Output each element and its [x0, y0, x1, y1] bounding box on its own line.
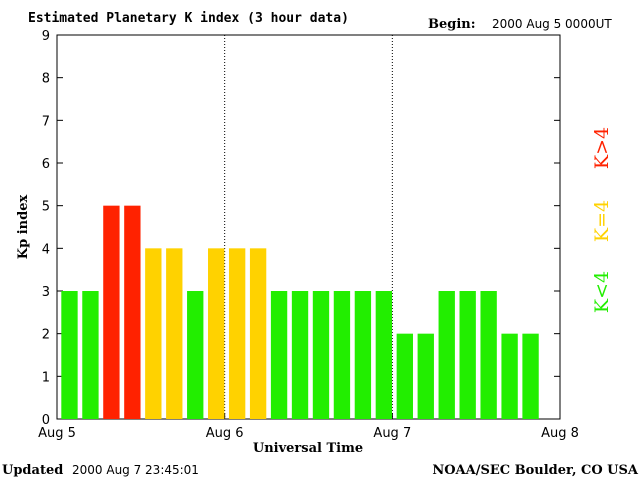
kp-bar	[354, 291, 372, 419]
source-credit: NOAA/SEC Boulder, CO USA	[432, 463, 639, 478]
kp-bar	[480, 291, 497, 419]
kp-bar	[270, 291, 288, 419]
legend-item-label: K=4	[591, 200, 613, 242]
x-axis-ticks: Aug 5 Aug 6 Aug 7 Aug 8	[38, 413, 579, 441]
day-separators	[224, 35, 393, 419]
kp-bar	[459, 291, 476, 419]
kp-bar	[375, 291, 393, 419]
y-tick-label: 3	[42, 285, 50, 300]
plot-frame	[56, 34, 561, 420]
y-tick-label: 4	[42, 242, 50, 257]
kp-bar	[333, 291, 351, 419]
x-tick-label: Aug 7	[373, 426, 411, 441]
kp-bar	[145, 248, 162, 419]
y-tick-label: 6	[42, 157, 50, 172]
x-tick-label: Aug 6	[206, 426, 244, 441]
kp-bar	[103, 205, 120, 419]
kp-bar	[312, 291, 330, 419]
y-axis-label: Kp index	[16, 195, 31, 260]
legend: K<4 K=4 K>4	[591, 127, 613, 313]
kp-bar	[228, 248, 246, 419]
kp-bar	[417, 333, 434, 419]
chart-title: Estimated Planetary K index (3 hour data…	[28, 11, 349, 26]
y-tick-label: 8	[42, 72, 50, 87]
y-tick-label: 0	[42, 413, 50, 428]
updated-label: Updated	[2, 463, 63, 478]
x-tick-label: Aug 8	[541, 426, 579, 441]
y-tick-label: 9	[42, 29, 50, 44]
kp-bar	[396, 333, 413, 419]
kp-bar	[61, 291, 78, 419]
kp-bar	[166, 248, 183, 419]
y-tick-label: 5	[42, 200, 50, 215]
legend-item-label: K<4	[591, 271, 613, 313]
y-tick-label: 1	[42, 370, 50, 385]
begin-label: Begin:	[428, 17, 476, 32]
updated-value: 2000 Aug 7 23:45:01	[72, 463, 199, 477]
kp-bar	[501, 333, 518, 419]
kp-bar	[208, 248, 225, 419]
kp-bar	[187, 291, 204, 419]
kp-bars	[61, 205, 539, 419]
y-tick-label: 2	[42, 328, 50, 343]
x-axis-label: Universal Time	[253, 441, 363, 456]
kp-bar	[82, 291, 99, 419]
y-tick-label: 7	[42, 114, 50, 129]
x-tick-label: Aug 5	[38, 426, 76, 441]
kp-bar	[438, 291, 455, 419]
begin-value: 2000 Aug 5 0000UT	[492, 17, 612, 31]
kp-bar	[249, 248, 267, 419]
legend-item-label: K>4	[591, 127, 613, 169]
kp-bar	[522, 333, 539, 419]
kp-bar	[124, 205, 141, 419]
kp-bar	[291, 291, 309, 419]
y-axis-ticks: 0 1 2 3 4 5 6 7 8 9	[42, 29, 560, 428]
